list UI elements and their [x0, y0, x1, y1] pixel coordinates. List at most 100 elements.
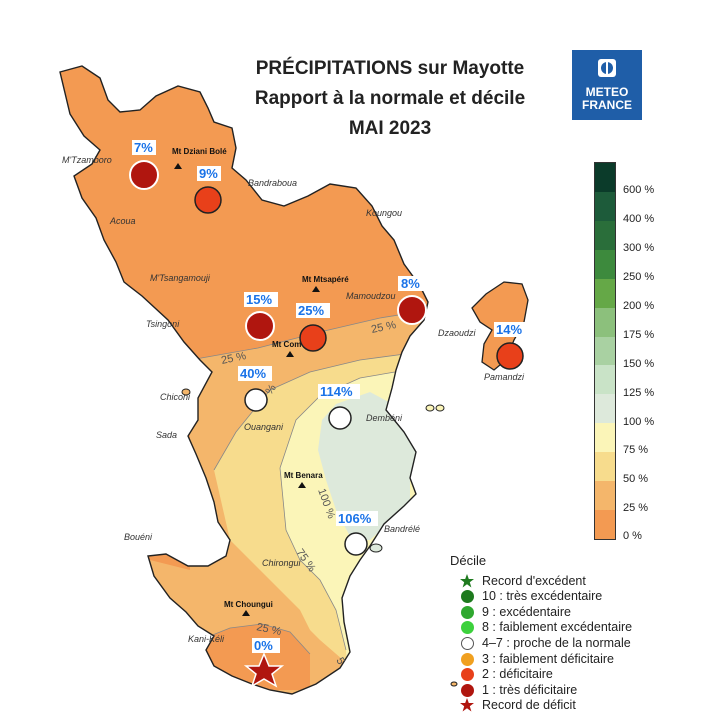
- place-mamoudzou: Mamoudzou: [346, 291, 396, 301]
- mountain-combani: Mt Com: [272, 340, 301, 349]
- place-sada: Sada: [156, 430, 177, 440]
- place-dembeni: Dembéni: [366, 413, 403, 423]
- colorbar-label-200: 200 %: [623, 300, 655, 312]
- station-label-bg-dembeni: [318, 384, 360, 399]
- meteo-france-emblem-icon: [598, 59, 616, 77]
- legend-title: Décile: [450, 553, 487, 568]
- mountain-marker-benara: [298, 482, 306, 488]
- station-value-mamoudzou: 8%: [401, 276, 420, 291]
- station-label-bg-kani-keli: [252, 638, 280, 653]
- station-marker-mtzamboro: [129, 160, 159, 190]
- mountain-marker-dziani-bole: [174, 163, 182, 169]
- legend-item: 3 : faiblement déficitaire: [460, 651, 614, 666]
- legend-dot-icon: [460, 683, 474, 697]
- colorbar-label-75: 75 %: [623, 444, 649, 456]
- station-dembeni: 114%: [318, 384, 360, 430]
- station-value-dembeni: 114%: [320, 384, 353, 399]
- place-pamandzi: Pamandzi: [484, 372, 525, 382]
- place-acoua: Acoua: [109, 216, 136, 226]
- colorbar-step: [595, 394, 615, 424]
- legend-star-icon: [460, 698, 474, 712]
- map-title-line2: Rapport à la normale et décile: [254, 88, 526, 109]
- colorbar-step: [595, 423, 615, 453]
- isoline-label-5: 5: [333, 656, 346, 667]
- place-boueni: Bouéni: [124, 532, 153, 542]
- isoline-label-25-south: 25 %: [255, 621, 282, 638]
- colorbar-step: [595, 307, 615, 337]
- legend-dot-icon: [460, 667, 474, 682]
- colorbar-step: [595, 336, 615, 366]
- station-marker-bandrele: [344, 532, 368, 556]
- legend-item: Record de déficit: [460, 698, 576, 713]
- station-label-bg-combani: [296, 303, 330, 318]
- colorbar-label-175: 175 %: [623, 329, 655, 341]
- station-value-pamandzi: 14%: [496, 322, 522, 337]
- legend-dot-icon: [460, 636, 474, 650]
- legend-item: Record d'excédent: [460, 573, 586, 588]
- legend-dot-icon: [460, 620, 474, 635]
- place-ouangani: Ouangani: [244, 422, 284, 432]
- mountain-marker-choungui: [242, 610, 250, 616]
- place-mtzamboro: M'Tzamboro: [62, 155, 112, 165]
- legend-item: 9 : excédentaire: [460, 604, 571, 619]
- station-kani-keli: 0%: [243, 638, 285, 688]
- station-mamoudzou: 8%: [397, 276, 427, 325]
- legend-dot-icon: [460, 605, 474, 619]
- place-koungou: Koungou: [366, 208, 402, 218]
- legend-item-label: 2 : déficitaire: [482, 667, 553, 682]
- legend-item-label: 8 : faiblement excédentaire: [482, 620, 633, 635]
- legend-item-label: 1 : très déficitaire: [482, 682, 578, 697]
- station-marker-dembeni: [328, 406, 352, 430]
- colorbar-step: [595, 510, 615, 539]
- colorbar-label-50: 50 %: [623, 473, 649, 485]
- place-chiconi: Chiconi: [160, 392, 191, 402]
- place-chirongui: Chirongui: [262, 558, 302, 568]
- place-kani-keli: Kani-Kéli: [188, 634, 225, 644]
- colorbar-label-600: 600 %: [623, 184, 655, 196]
- station-marker-tsingoni: [245, 311, 275, 341]
- station-label-bg-bandraboua: [197, 166, 221, 181]
- colorbar-label-100: 100 %: [623, 416, 655, 428]
- mountain-marker-combani: [286, 351, 294, 357]
- station-marker-combani: [299, 324, 327, 352]
- mountain-benara: Mt Benara: [284, 471, 323, 480]
- legend-item: 4–7 : proche de la normale: [460, 635, 631, 650]
- isoline-label-25-west: 25 %: [220, 350, 247, 367]
- colorbar: [594, 162, 616, 540]
- station-label-bg-tsingoni: [244, 292, 278, 307]
- station-value-tsingoni: 15%: [246, 292, 272, 307]
- station-marker-bandraboua: [194, 186, 222, 214]
- place-tsingoni: Tsingoni: [146, 319, 180, 329]
- place-bandraboua: Bandraboua: [248, 178, 297, 188]
- station-combani: 25%: [296, 303, 330, 352]
- legend-item-label: Record de déficit: [482, 698, 576, 713]
- legend-item-label: 4–7 : proche de la normale: [482, 635, 631, 650]
- legend-item-label: 9 : excédentaire: [482, 604, 571, 619]
- colorbar-label-250: 250 %: [623, 271, 655, 283]
- colorbar-step: [595, 452, 615, 482]
- legend-dot-icon: [460, 589, 474, 604]
- legend-item-label: 10 : très excédentaire: [482, 589, 603, 604]
- station-value-combani: 25%: [298, 303, 324, 318]
- map-title-line3: MAI 2023: [348, 118, 432, 139]
- map-title-line1: PRÉCIPITATIONS sur Mayotte: [255, 58, 525, 79]
- station-marker-ouangani: [244, 388, 268, 412]
- legend-item: 8 : faiblement excédentaire: [460, 620, 632, 635]
- station-value-ouangani: 40%: [240, 366, 266, 381]
- station-marker-pamandzi: [496, 342, 524, 370]
- colorbar-step: [595, 249, 615, 279]
- colorbar-label-125: 125 %: [623, 387, 655, 399]
- colorbar-label-300: 300 %: [623, 242, 655, 254]
- station-label-bg-mtzamboro: [132, 140, 156, 155]
- islet-southeast: [369, 543, 383, 553]
- station-ouangani: 40%: [238, 366, 272, 412]
- station-record-deficit-star-icon: [243, 652, 285, 688]
- place-dzaoudzi: Dzaoudzi: [438, 328, 477, 338]
- islet-south: [450, 681, 458, 687]
- station-bandrele: 106%: [336, 511, 378, 556]
- station-value-kani-keli: 0%: [254, 638, 273, 653]
- station-value-bandraboua: 9%: [199, 166, 218, 181]
- station-value-bandrele: 106%: [338, 511, 372, 526]
- islet-west: [181, 388, 191, 396]
